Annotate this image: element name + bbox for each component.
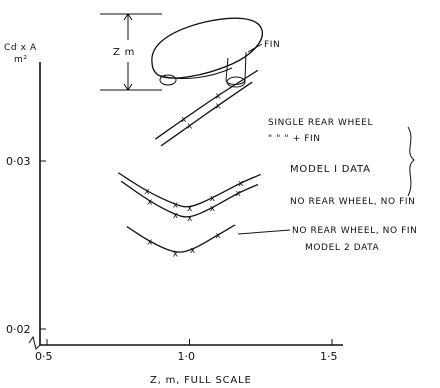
series-point-3: x [235, 189, 241, 199]
series-point-4: x [216, 231, 222, 241]
series-point-3: x [147, 197, 153, 207]
y-tick-label: 0·03 [6, 155, 31, 168]
model2-pointer [237, 229, 291, 235]
y-tick-label: 0·02 [6, 323, 31, 336]
model1-label: MODEL I DATA [290, 164, 371, 175]
series-point-0: x [181, 115, 187, 125]
series-point-2: x [210, 194, 216, 204]
x-tick-label: 1·0 [178, 350, 196, 363]
axis-break [28, 335, 41, 350]
model1-brace [407, 126, 415, 197]
series-line-3 [120, 180, 259, 218]
legend-model2-series: NO REAR WHEEL, NO FIN [292, 226, 418, 236]
legend-single-rear-wheel: SINGLE REAR WHEEL [268, 118, 373, 128]
x-tick-label: 0·5 [35, 350, 53, 363]
series-point-2: x [238, 179, 244, 189]
series-line-4 [126, 224, 236, 253]
y-axis-label-line1: Cd x A [4, 43, 37, 53]
model2-label: MODEL 2 DATA [305, 243, 380, 253]
series-point-3: x [187, 214, 193, 224]
legend-plus-fin: " " " + FIN [268, 134, 321, 144]
series-point-1: x [187, 122, 193, 132]
series-point-2: x [144, 187, 150, 197]
series-line-0 [154, 69, 259, 140]
vehicle-sketch: FIN Z m [100, 13, 280, 91]
tick-group: 0·51·01·50·020·030·04 [6, 155, 338, 363]
legend-no-rear-wheel: NO REAR WHEEL, NO FIN [290, 197, 416, 207]
series-point-3: x [210, 204, 216, 214]
series-line-2 [117, 172, 262, 208]
series-line-1 [160, 81, 253, 147]
series-point-4: x [147, 238, 153, 248]
series-point-2: x [187, 204, 193, 214]
zm-label: Z m [113, 47, 135, 58]
x-tick-label: 1·5 [320, 350, 338, 363]
series-point-4: x [173, 249, 179, 259]
series-point-2: x [173, 201, 179, 211]
series-point-4: x [190, 246, 196, 256]
series-point-1: x [216, 102, 222, 112]
x-axis-label: Z, m, FULL SCALE [150, 375, 252, 386]
series-point-0: x [216, 91, 222, 101]
series-point-3: x [173, 211, 179, 221]
y-axis-label-line2: m² [14, 55, 28, 65]
fin-label: FIN [264, 40, 280, 50]
